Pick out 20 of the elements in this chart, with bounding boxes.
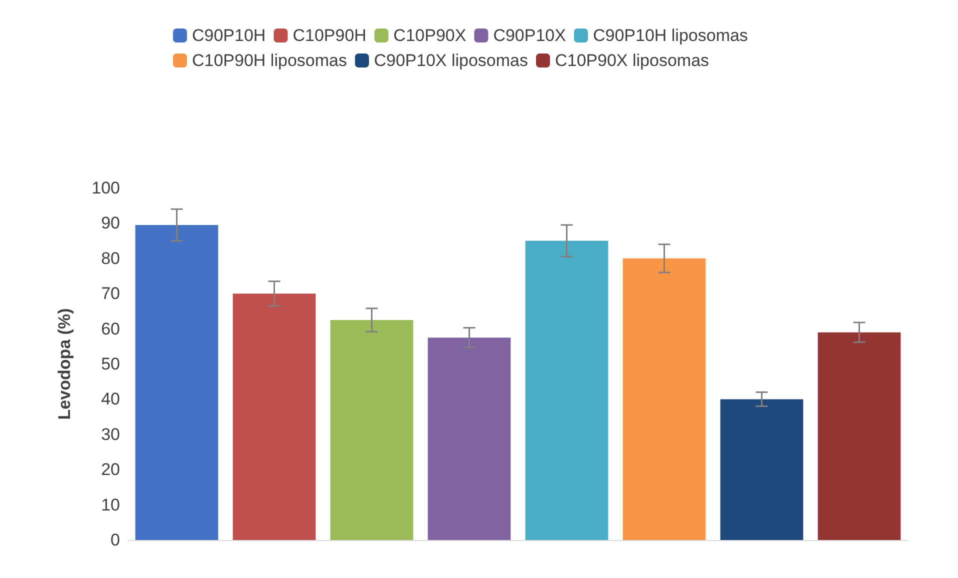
legend-label: C10P90H liposomas [192,51,347,70]
y-tick-label: 60 [101,319,120,338]
y-tick-label: 70 [101,284,120,304]
legend-label: C10P90X liposomas [554,51,710,70]
y-tick-label: 30 [101,424,120,444]
y-tick-label: 50 [101,354,120,374]
legend-label: C10P90X [393,26,466,45]
y-tick-label: 80 [101,248,120,268]
y-axis-title: Levodopa (%) [55,308,74,420]
y-tick-label: 100 [92,178,120,198]
y-tick-label: 90 [101,214,120,233]
legend-label: C10P90H [292,26,366,45]
legend-label: C90P10X [493,26,566,45]
y-tick-label: 20 [101,460,120,480]
legend-label: C90P10H liposomas [592,26,748,45]
y-tick-label: 0 [110,530,120,550]
legend-label: C90P10H [192,26,266,45]
y-tick-label: 10 [101,495,120,514]
legend-label: C90P10X liposomas [374,51,528,70]
y-tick-label: 40 [101,390,120,409]
